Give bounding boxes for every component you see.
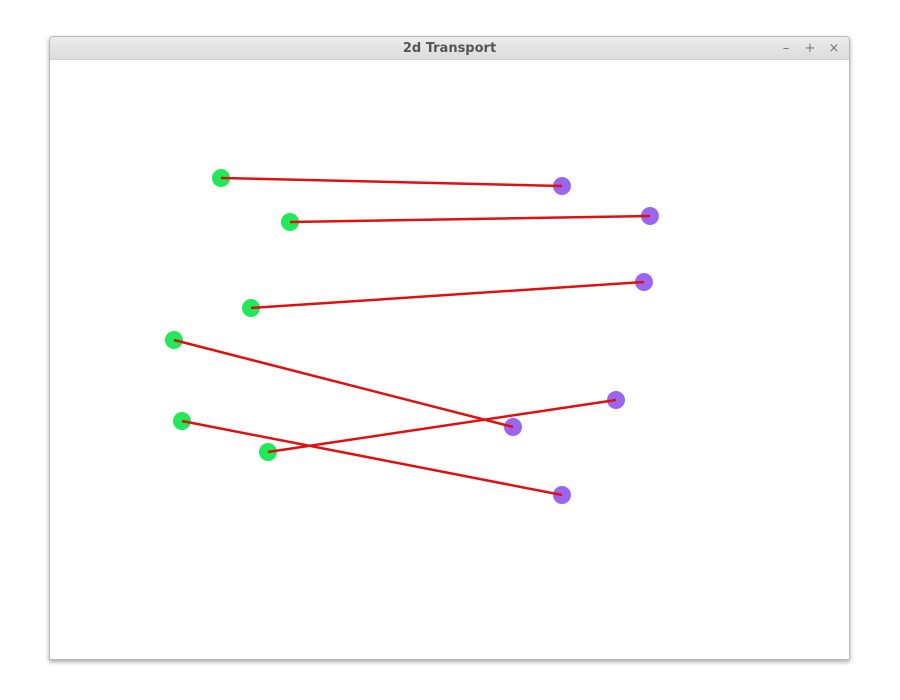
maximize-icon[interactable]: + (804, 40, 816, 56)
transport-line-stub (634, 280, 645, 284)
app-window: 2d Transport – + × (49, 36, 850, 660)
close-icon[interactable]: × (828, 40, 840, 56)
transport-canvas (165, 169, 659, 504)
window-controls: – + × (779, 37, 841, 60)
transport-line-stub (606, 398, 617, 403)
transport-line (267, 398, 617, 454)
transport-line-stub (181, 419, 192, 424)
transport-line (250, 280, 645, 310)
transport-line-stub (267, 449, 278, 454)
title-bar[interactable]: 2d Transport – + × (50, 37, 849, 60)
transport-line (173, 338, 514, 429)
transport-line-stub (173, 338, 184, 344)
transport-line-stub (503, 423, 514, 429)
minimize-icon[interactable]: – (782, 40, 790, 56)
transport-line-stub (552, 492, 563, 497)
transport-line-stub (250, 306, 261, 310)
window-title: 2d Transport (402, 41, 497, 56)
transport-line (220, 176, 563, 188)
transport-line (289, 214, 651, 224)
transport-line (181, 419, 563, 497)
target-point (553, 177, 571, 195)
